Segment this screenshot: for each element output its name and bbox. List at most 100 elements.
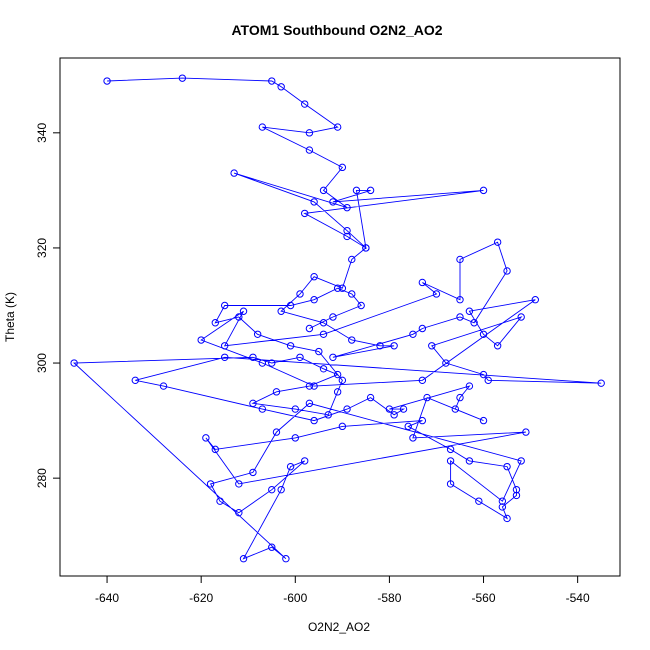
data-point xyxy=(305,382,314,390)
data-point xyxy=(399,405,408,413)
data-point xyxy=(343,405,351,413)
data-point xyxy=(286,301,295,310)
data-point xyxy=(310,296,318,304)
x-tick-label: -620 xyxy=(189,591,213,605)
x-tick-label: -540 xyxy=(566,591,590,605)
y-axis: 280 300 320 340 xyxy=(35,122,61,488)
data-point xyxy=(456,393,464,402)
data-point xyxy=(249,399,257,408)
data-point xyxy=(268,77,276,85)
data-point xyxy=(268,543,276,551)
data-point xyxy=(235,313,243,321)
data-point xyxy=(366,186,375,195)
data-point xyxy=(235,480,243,488)
data-point xyxy=(159,382,168,390)
data-point xyxy=(197,336,205,344)
data-point xyxy=(315,347,323,356)
data-point xyxy=(409,434,417,442)
data-point xyxy=(348,336,356,344)
data-point xyxy=(329,313,337,321)
data-point xyxy=(376,342,384,350)
data-point xyxy=(291,434,299,442)
data-point xyxy=(517,457,525,465)
data-point xyxy=(319,365,328,373)
data-point xyxy=(291,405,299,413)
data-point xyxy=(348,290,356,298)
data-point xyxy=(131,376,139,385)
data-point xyxy=(277,485,285,494)
data-point xyxy=(456,313,464,321)
data-point xyxy=(338,163,347,172)
x-axis: -640 -620 -600 -580 -560 -540 xyxy=(95,575,590,605)
data-point xyxy=(446,445,455,454)
data-point xyxy=(456,296,464,304)
data-point xyxy=(465,307,474,315)
data-point xyxy=(498,497,507,505)
data-point xyxy=(446,457,455,465)
data-point xyxy=(230,169,238,177)
data-point xyxy=(178,74,187,82)
data-point xyxy=(338,284,347,292)
data-point xyxy=(338,422,347,431)
data-point xyxy=(221,301,229,310)
data-point xyxy=(286,342,295,350)
data-point xyxy=(310,198,318,206)
data-point xyxy=(268,359,276,367)
data-point xyxy=(211,319,219,327)
data-point xyxy=(249,353,257,361)
data-point xyxy=(493,238,502,246)
data-point xyxy=(479,186,488,195)
data-point xyxy=(503,462,511,471)
data-point xyxy=(512,491,521,500)
data-point xyxy=(531,296,539,304)
x-tick-label: -640 xyxy=(95,591,119,605)
data-point xyxy=(418,416,427,425)
data-point xyxy=(343,226,351,235)
data-point xyxy=(301,100,309,108)
data-point xyxy=(390,411,398,419)
data-point xyxy=(446,480,455,488)
data-point xyxy=(404,422,412,431)
data-point xyxy=(272,428,281,436)
data-point xyxy=(352,186,361,195)
data-point xyxy=(333,284,342,292)
data-point xyxy=(282,555,290,563)
data-point xyxy=(432,290,441,298)
data-point xyxy=(512,485,521,494)
chart-title: ATOM1 Southbound O2N2_AO2 xyxy=(231,22,442,38)
series-lines xyxy=(72,77,602,560)
data-point xyxy=(268,485,276,494)
data-point xyxy=(451,405,459,413)
data-point xyxy=(465,457,474,465)
data-point xyxy=(301,209,309,218)
data-point xyxy=(423,393,431,402)
data-point xyxy=(310,416,318,425)
data-point xyxy=(498,503,507,511)
data-point xyxy=(277,83,285,91)
data-point xyxy=(484,376,492,385)
data-point xyxy=(390,342,398,350)
data-point xyxy=(517,313,525,321)
data-point xyxy=(329,353,337,361)
x-tick-label: -600 xyxy=(283,591,307,605)
data-point xyxy=(103,77,111,85)
data-point xyxy=(319,330,328,338)
data-point xyxy=(479,330,488,338)
data-point xyxy=(418,278,427,287)
data-point xyxy=(70,359,78,367)
y-tick-label: 280 xyxy=(35,468,49,488)
y-tick-label: 300 xyxy=(35,353,49,373)
data-point xyxy=(216,497,224,505)
data-point xyxy=(456,255,464,264)
y-tick-label: 320 xyxy=(35,238,49,258)
data-point xyxy=(249,468,257,477)
x-axis-label: O2N2_AO2 xyxy=(308,620,370,634)
data-point xyxy=(470,319,478,327)
data-point xyxy=(503,514,511,523)
data-point xyxy=(338,376,347,385)
data-point xyxy=(305,399,314,408)
y-axis-label: Theta (K) xyxy=(3,292,17,342)
data-point xyxy=(301,457,309,465)
data-point xyxy=(221,353,229,361)
